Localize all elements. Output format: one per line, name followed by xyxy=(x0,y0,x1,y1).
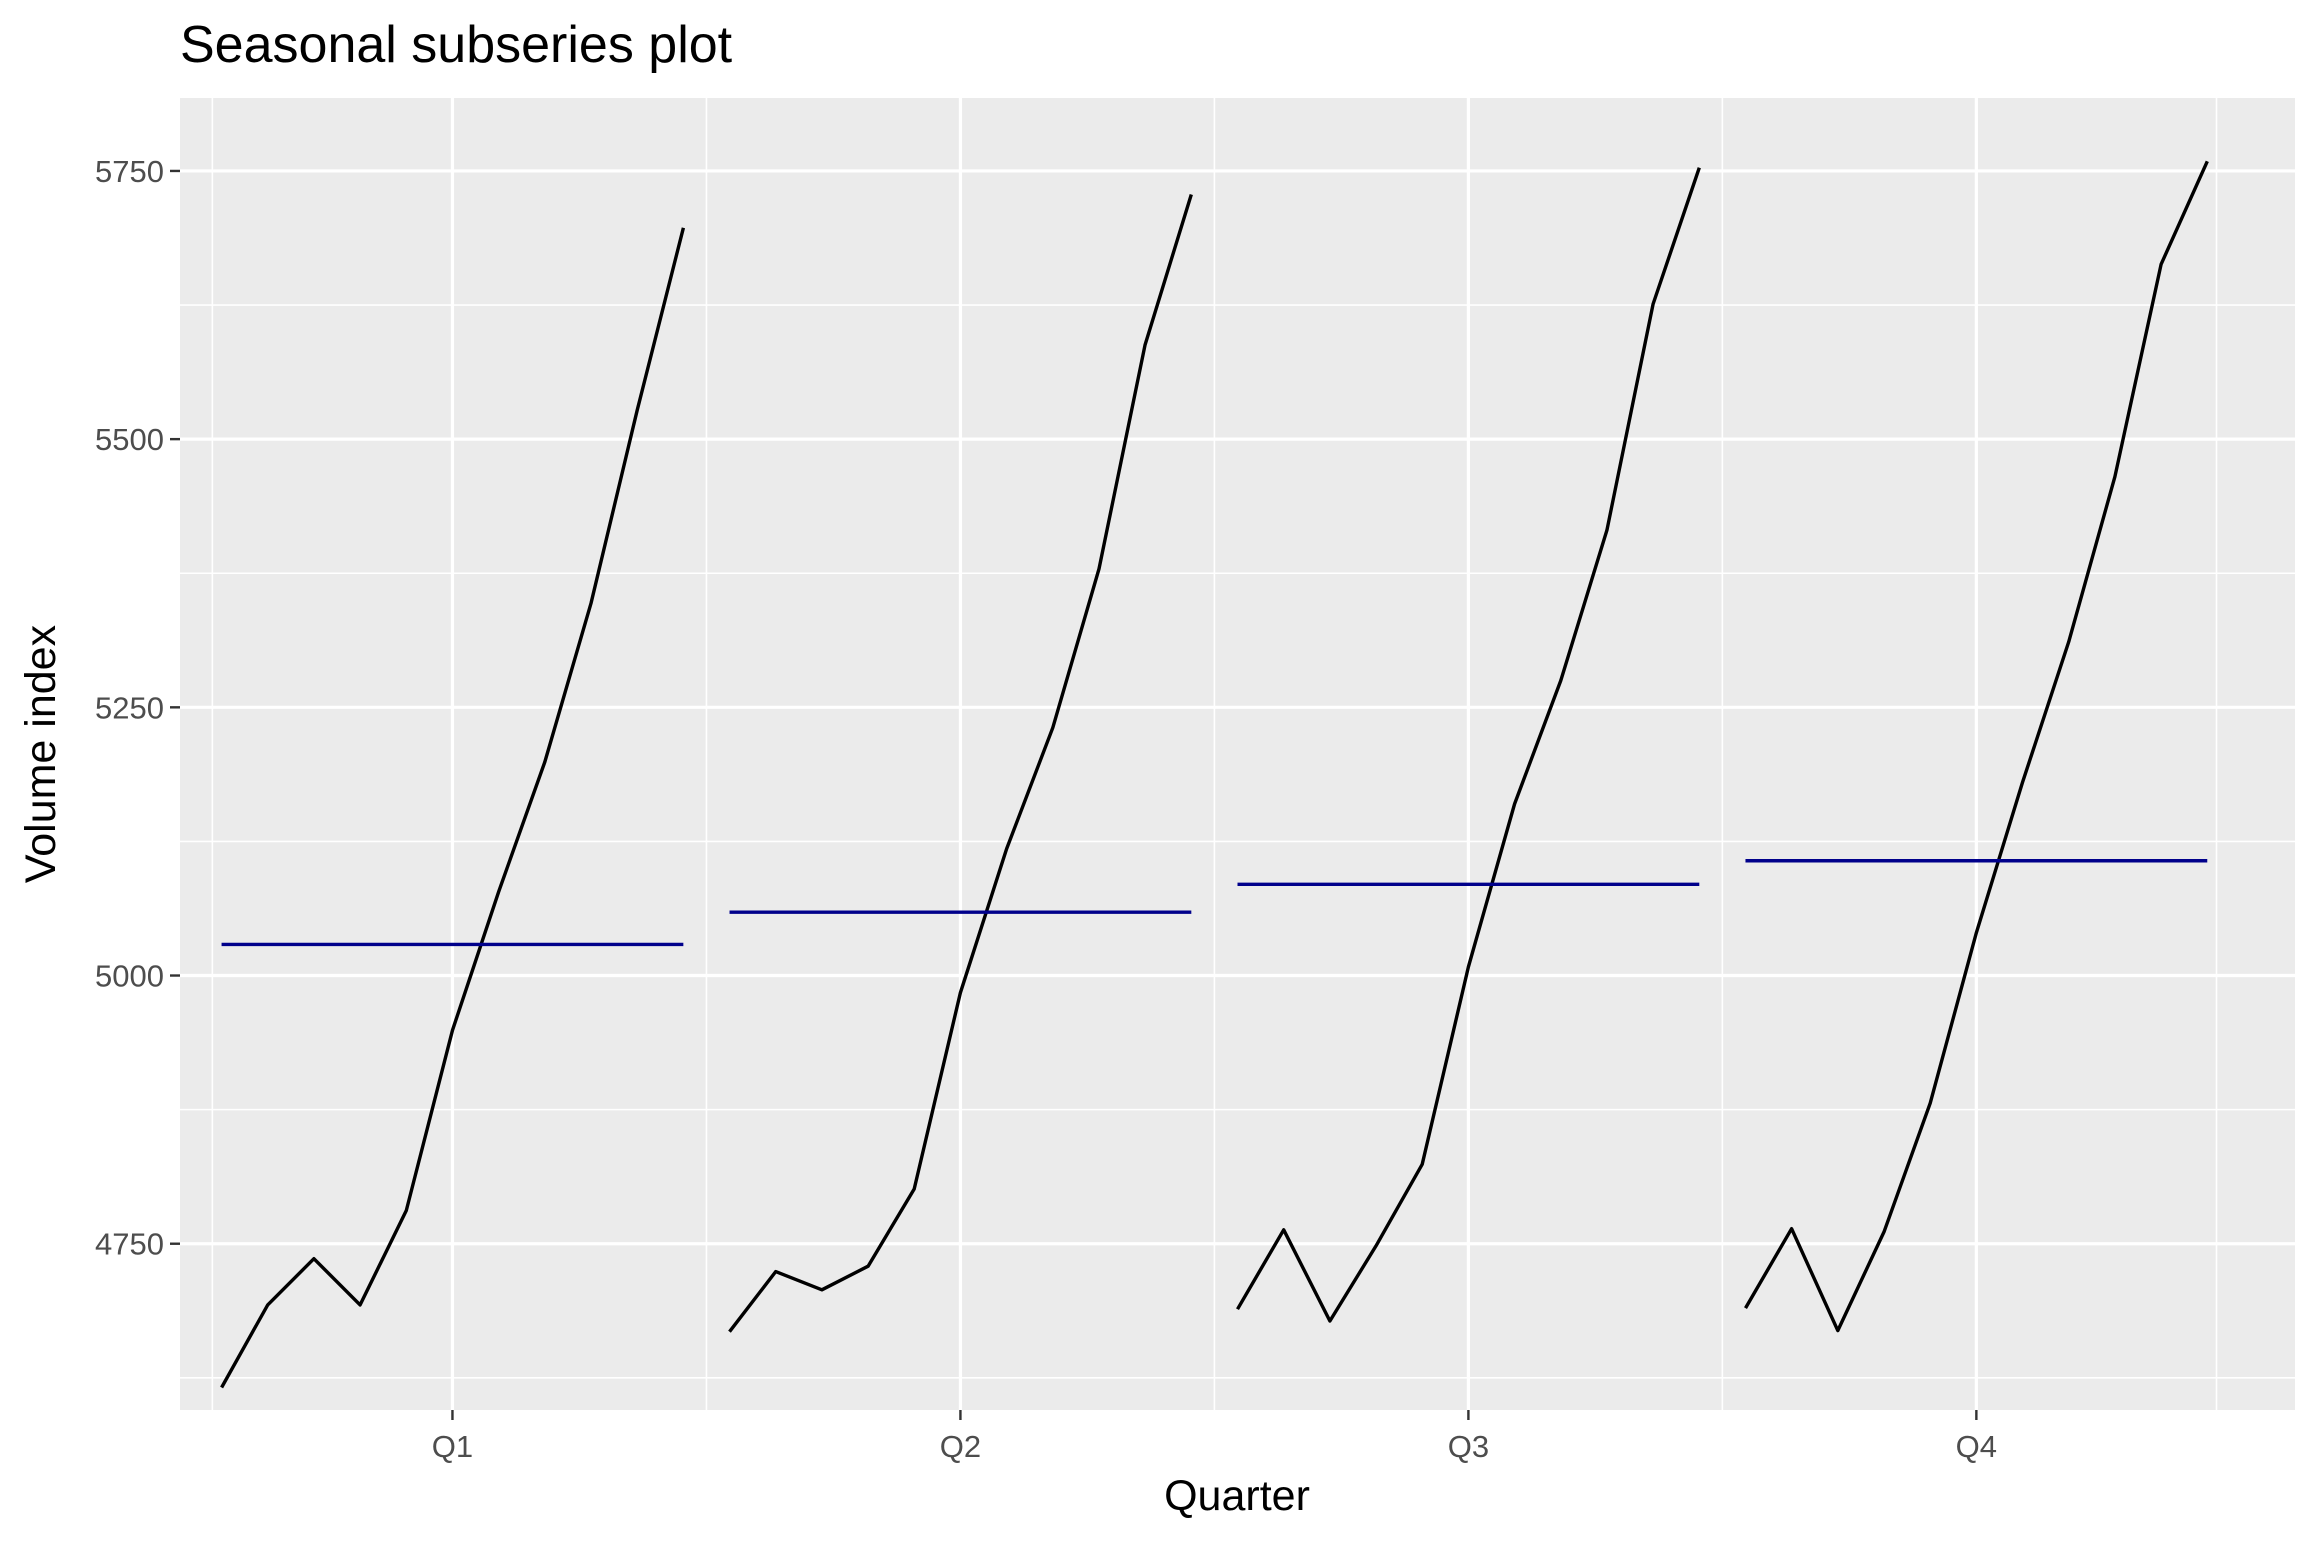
y-tick-label: 5000 xyxy=(95,959,164,994)
x-tick-label: Q2 xyxy=(940,1429,981,1464)
y-tick-label: 5250 xyxy=(95,690,164,725)
series-line-q2 xyxy=(728,194,1193,1333)
x-tick-label: Q1 xyxy=(432,1429,473,1464)
x-tick-label: Q4 xyxy=(1956,1429,1997,1464)
grid-lines xyxy=(180,98,2295,1410)
y-axis-title: Volume index xyxy=(17,624,65,883)
axes: 4750 5000 5250 5500 5750 Q1 Q2 Q3 Q4 xyxy=(95,154,1997,1464)
x-tick-label: Q3 xyxy=(1448,1429,1489,1464)
chart-title: Seasonal subseries plot xyxy=(180,16,733,74)
series-line-q1 xyxy=(220,227,686,1389)
x-axis-title: Quarter xyxy=(1164,1472,1310,1520)
y-tick-label: 5750 xyxy=(95,154,164,189)
plot-panel xyxy=(180,98,2295,1410)
y-tick-label: 4750 xyxy=(95,1227,164,1262)
series-line-q4 xyxy=(1744,160,2209,1333)
series-lines xyxy=(220,160,2209,1389)
y-tick-label: 5500 xyxy=(95,422,164,457)
series-line-q3 xyxy=(1236,167,1701,1323)
